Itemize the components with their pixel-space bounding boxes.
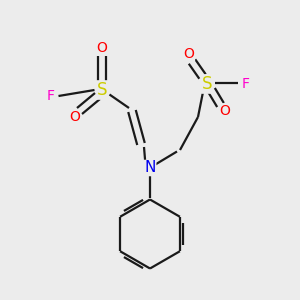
Text: O: O bbox=[70, 110, 80, 124]
Text: O: O bbox=[220, 104, 230, 118]
Text: N: N bbox=[144, 160, 156, 175]
Text: S: S bbox=[97, 81, 107, 99]
Text: O: O bbox=[184, 47, 194, 61]
Text: F: F bbox=[242, 77, 250, 91]
Text: S: S bbox=[202, 75, 212, 93]
Text: F: F bbox=[47, 89, 55, 103]
Text: O: O bbox=[97, 41, 107, 55]
